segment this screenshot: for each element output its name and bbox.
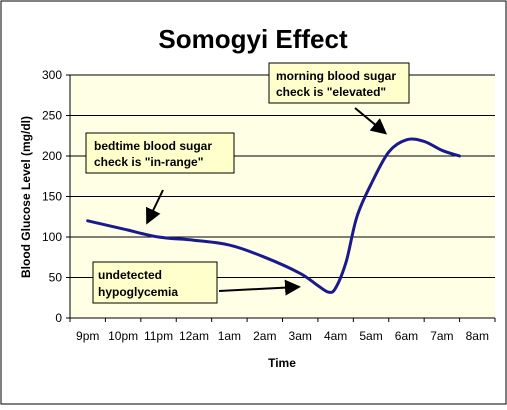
x-tick-label: 7am [430, 329, 453, 343]
chart-title: Somogyi Effect [158, 24, 348, 54]
annotation-line: bedtime blood sugar [94, 139, 212, 153]
annotation-arrow [218, 279, 301, 296]
series-line [86, 137, 462, 294]
y-tick-label: 50 [49, 271, 63, 285]
y-tick-label: 100 [42, 230, 62, 244]
annotation-box [85, 132, 235, 174]
y-tick-label: 200 [42, 149, 62, 163]
y-tick-label: 250 [42, 109, 62, 123]
x-tick-label: 5am [359, 329, 382, 343]
annotation-bedtime: bedtime blood sugar check is "in-range" [85, 132, 235, 225]
y-axis-ticks: 0 50 100 150 200 250 300 [42, 68, 70, 325]
annotation-line: check is "elevated" [276, 85, 386, 99]
x-tick-label: 9pm [76, 329, 99, 343]
annotation-box [268, 62, 410, 104]
annotation-arrow [354, 107, 388, 135]
x-tick-label: 1am [218, 329, 241, 343]
y-tick-label: 0 [55, 311, 62, 325]
y-tick-label: 300 [42, 68, 62, 82]
x-tick-label: 8am [466, 329, 489, 343]
x-tick-label: 12am [179, 329, 209, 343]
annotation-hypo: undetected hypoglycemia [92, 261, 301, 304]
x-tick-label: 6am [395, 329, 418, 343]
annotation-line: check is "in-range" [94, 155, 203, 169]
series-layer [86, 137, 462, 294]
annotation-morning: morning blood sugar check is "elevated" [268, 62, 410, 135]
x-tick-label: 2am [253, 329, 276, 343]
x-tick-label: 3am [289, 329, 312, 343]
annotation-line: morning blood sugar [276, 69, 396, 83]
annotation-arrow [146, 189, 164, 225]
x-axis-ticks: 9pm 10pm 11pm 12am 1am 2am 3am 4am 5am 6am 7am 8am [69, 318, 496, 343]
y-tick-label: 150 [42, 190, 62, 204]
x-tick-label: 10pm [108, 329, 138, 343]
x-tick-label: 11pm [144, 329, 173, 343]
x-axis-label: Time [268, 356, 296, 370]
annotation-line: undetected [98, 268, 162, 282]
annotation-line: hypoglycemia [98, 285, 178, 299]
y-axis-label: Blood Glucose Level (mg/dl) [19, 116, 33, 278]
annotation-box [92, 261, 218, 304]
x-tick-label: 4am [324, 329, 347, 343]
